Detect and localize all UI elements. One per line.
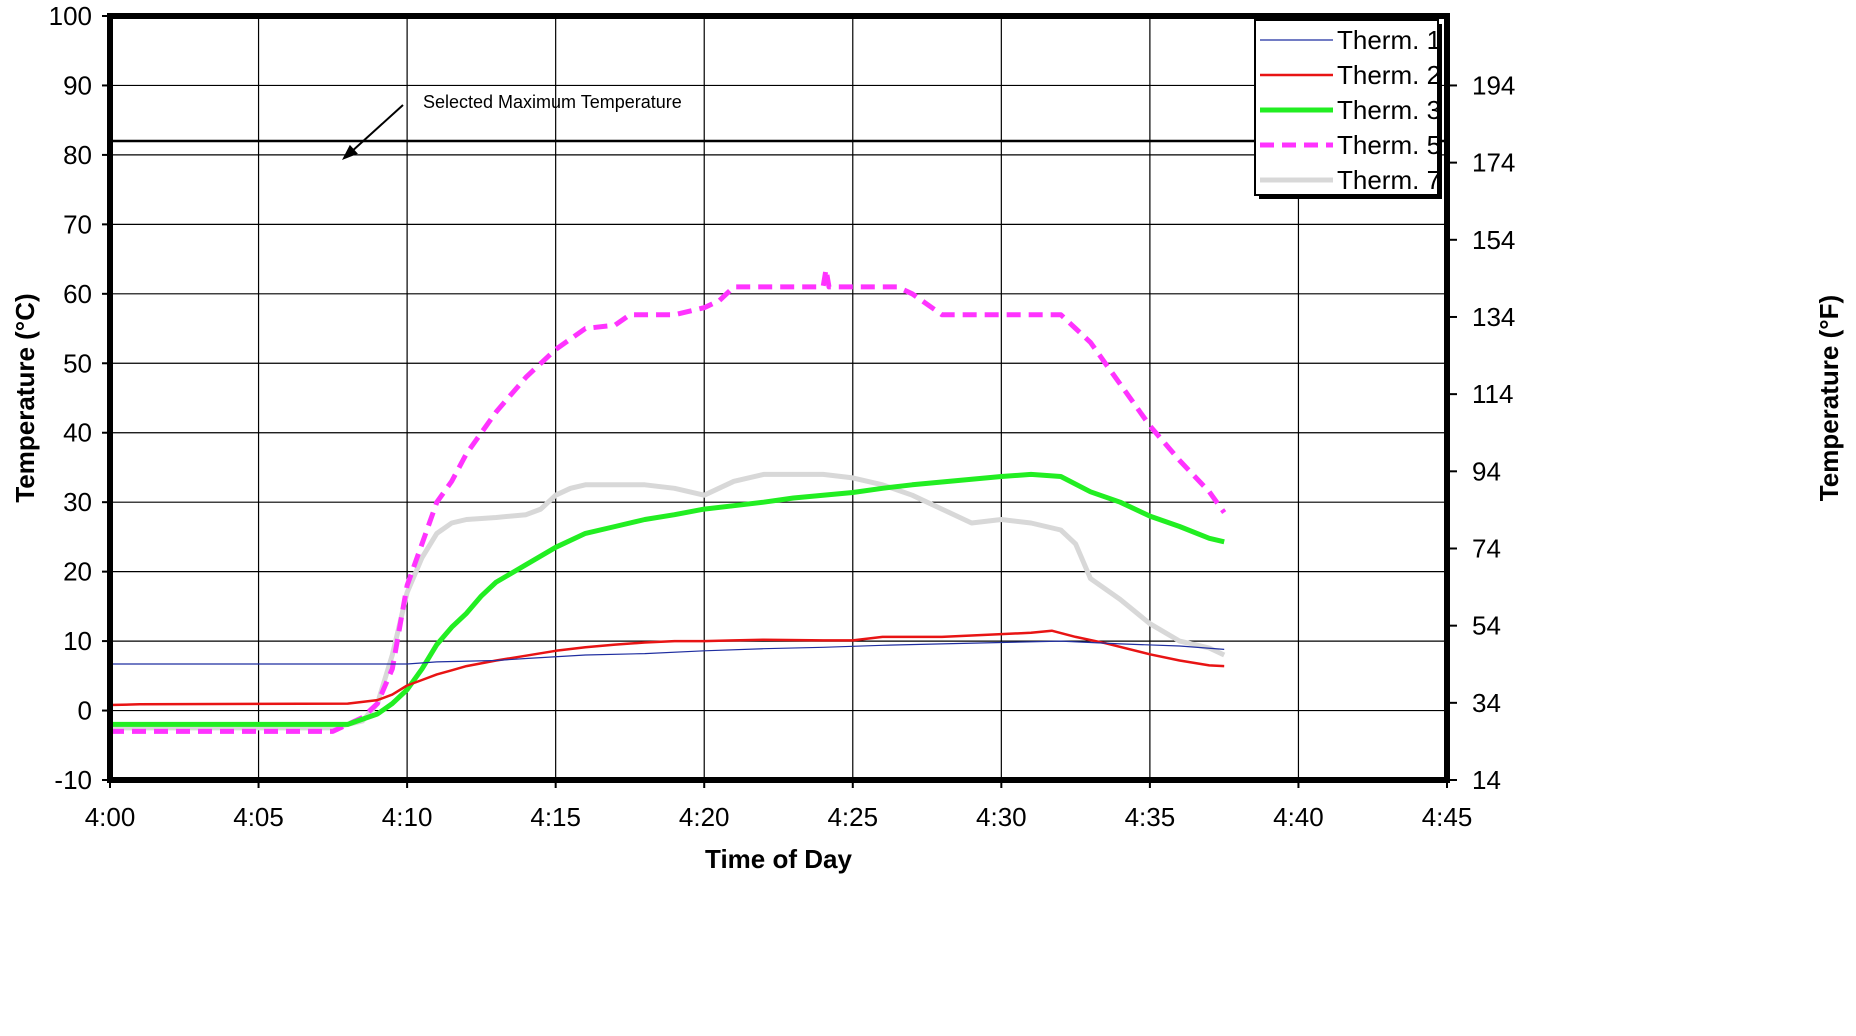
y2-tick-label: 54 [1472,611,1501,641]
y-axis-ticks: -10 0 10 20 30 40 50 60 70 80 90 100 [49,1,110,795]
x-tick-label: 4:45 [1422,802,1473,832]
x-tick-label: 4:10 [382,802,433,832]
y-tick-label: 60 [63,279,92,309]
y2-tick-label: 94 [1472,456,1501,486]
y2-tick-label: 154 [1472,225,1515,255]
y-tick-label: 10 [63,626,92,656]
y-tick-label: 0 [78,696,92,726]
y2-tick-label: 74 [1472,533,1501,563]
x-tick-label: 4:15 [530,802,581,832]
annotation-arrow [349,104,404,154]
x-axis-title: Time of Day [705,844,852,874]
plot-frame [107,13,1450,783]
series-line-therm-3 [110,471,1225,727]
y2-tick-label: 194 [1472,70,1515,100]
y2-tick-label: 14 [1472,765,1501,795]
legend-label: Therm. 5 [1337,130,1441,160]
y2-tick-label: 134 [1472,302,1515,332]
y2-tick-label: 174 [1472,148,1515,178]
y2-axis-title: Temperature (°F) [1814,295,1844,501]
x-tick-label: 4:30 [976,802,1027,832]
y-axis-title: Temperature (°C) [10,293,40,502]
y-tick-label: 50 [63,348,92,378]
x-tick-label: 4:25 [827,802,878,832]
legend-label: Therm. 1 [1337,25,1441,55]
x-tick-label: 4:05 [233,802,284,832]
y2-tick-label: 114 [1472,379,1513,409]
y-tick-label: 40 [63,418,92,448]
y2-axis-ticks: 14 34 54 74 94 114 134 154 174 194 [1447,70,1515,795]
x-axis-ticks: 4:00 4:05 4:10 4:15 4:20 4:25 4:30 4:35 4:40 4:45 [85,780,1473,832]
series-line-therm-2 [109,629,1225,707]
series-line-therm-7 [110,471,1226,731]
x-tick-label: 4:40 [1273,802,1324,832]
series-lines [109,267,1227,734]
y-tick-label: 20 [63,557,92,587]
y2-tick-label: 34 [1472,688,1501,718]
y-tick-label: 90 [63,70,92,100]
x-tick-label: 4:00 [85,802,136,832]
y-tick-label: 30 [63,487,92,517]
y-tick-label: 80 [63,140,92,170]
legend-label: Therm. 3 [1337,95,1441,125]
selected-maximum-label: Selected Maximum Temperature [423,92,682,112]
y-tick-label: -10 [54,765,92,795]
x-tick-label: 4:20 [679,802,730,832]
legend: Therm. 1 Therm. 2 Therm. 3 Therm. 5 Therm. 7 [1254,19,1442,199]
series-line-therm-1 [110,640,1225,665]
y-tick-label: 70 [63,209,92,239]
gridlines [109,15,1448,781]
legend-label: Therm. 7 [1337,165,1441,195]
x-tick-label: 4:35 [1125,802,1176,832]
y-tick-label: 100 [49,1,92,31]
legend-label: Therm. 2 [1337,60,1441,90]
series-line-therm-5 [110,267,1227,734]
annotation-arrowhead [342,144,358,160]
reference-line: Selected Maximum Temperature [110,92,1447,160]
